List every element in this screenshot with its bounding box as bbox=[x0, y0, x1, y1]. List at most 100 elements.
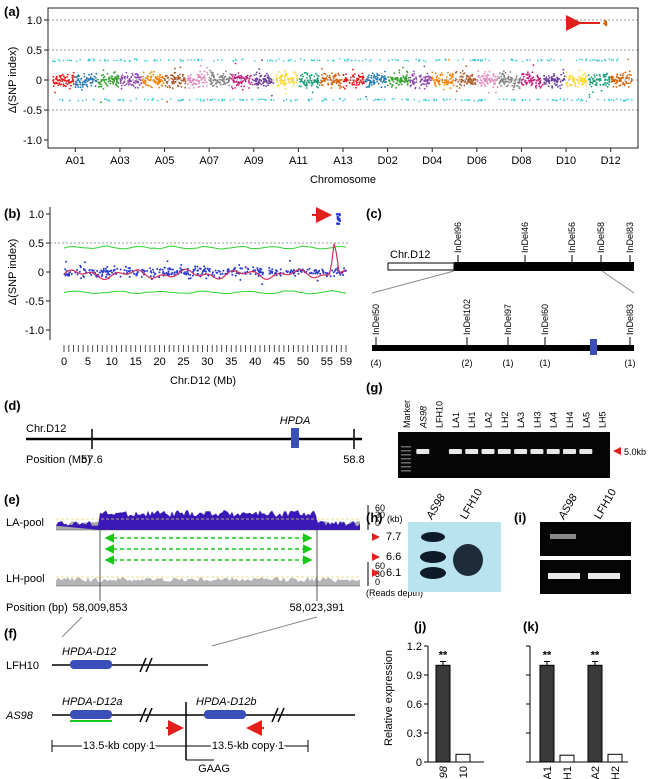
panel-a-threshold-point bbox=[480, 100, 482, 102]
panel-d-label: (d) bbox=[4, 398, 21, 413]
panel-a-snp-point bbox=[137, 80, 140, 83]
panel-b-snp-point bbox=[82, 275, 85, 277]
panel-a-snp-point bbox=[407, 79, 409, 82]
panel-a-snp-point bbox=[294, 71, 297, 73]
panel-a-snp-point bbox=[513, 84, 516, 87]
panel-a-snp-point bbox=[186, 83, 189, 86]
panel-a-snp-point bbox=[84, 81, 87, 84]
panel-a-snp-point bbox=[366, 79, 368, 81]
panel-a-threshold-point bbox=[211, 98, 214, 101]
panel-a-snp-point bbox=[513, 80, 516, 82]
panel-a-snp-point bbox=[171, 74, 174, 77]
panel-a-snp-point bbox=[114, 76, 117, 79]
panel-a-snp-point bbox=[156, 75, 159, 78]
panel-a-snp-point bbox=[83, 80, 86, 82]
panel-b-snp-point bbox=[196, 269, 199, 272]
panel-a-snp-point bbox=[576, 86, 579, 88]
panel-a-snp-point bbox=[449, 87, 452, 89]
panel-a-xtick-label: A13 bbox=[333, 155, 353, 167]
panel-k-bar bbox=[539, 664, 555, 763]
panel-b-snp-point bbox=[113, 265, 116, 268]
panel-a-threshold-point bbox=[513, 99, 516, 102]
panel-b-snp-point bbox=[206, 267, 209, 270]
panel-a-snp-point bbox=[323, 80, 326, 83]
panel-a-snp-point bbox=[460, 81, 463, 84]
panel-b-snp-point bbox=[152, 268, 154, 271]
panel-a-snp-point bbox=[591, 82, 594, 85]
panel-a-snp-point bbox=[454, 79, 457, 82]
panel-a-snp-point bbox=[270, 78, 273, 81]
panel-b-peak-point bbox=[335, 213, 339, 216]
panel-b-snp-point bbox=[254, 273, 257, 276]
panel-a-snp-point bbox=[528, 73, 530, 75]
panel-a-snp-point bbox=[79, 83, 82, 86]
panel-a-snp-point bbox=[161, 75, 164, 78]
panel-a-snp-point bbox=[317, 86, 319, 89]
panel-a-threshold-point bbox=[506, 98, 508, 101]
panel-a-threshold-point bbox=[266, 60, 269, 62]
panel-a-threshold-point bbox=[153, 59, 156, 62]
panel-a-snp-point bbox=[544, 83, 547, 85]
panel-a-snp-point bbox=[372, 81, 375, 84]
panel-c-count: (1) bbox=[540, 358, 551, 368]
panel-a-threshold-point bbox=[177, 99, 180, 101]
panel-a-snp-point bbox=[535, 84, 538, 87]
panel-a-snp-point bbox=[599, 77, 602, 80]
panel-a-threshold-point bbox=[616, 59, 618, 62]
panel-a-threshold-point bbox=[147, 98, 149, 101]
panel-a-snp-point bbox=[576, 78, 579, 81]
panel-a-threshold-point bbox=[378, 99, 380, 101]
panel-a-threshold-point bbox=[461, 99, 463, 102]
panel-a-snp-point bbox=[134, 82, 137, 84]
panel-a-threshold-point bbox=[610, 59, 613, 61]
panel-a-snp-point bbox=[406, 82, 409, 84]
panel-a-snp-point bbox=[264, 78, 267, 81]
panel-a-snp-point bbox=[582, 82, 584, 85]
panel-a-threshold-point bbox=[263, 98, 265, 101]
panel-a-threshold-point bbox=[278, 58, 280, 60]
panel-a-threshold-point bbox=[603, 99, 606, 101]
panel-a-snp-point bbox=[582, 83, 584, 86]
panel-a-snp-point bbox=[72, 83, 75, 85]
panel-a-snp-point bbox=[458, 79, 461, 81]
panel-j-ytick-label: 0.6 bbox=[407, 699, 422, 711]
panel-a-threshold-point bbox=[553, 59, 555, 62]
panel-a-snp-point bbox=[271, 94, 273, 97]
panel-a-snp-point bbox=[511, 77, 513, 80]
panel-a-xtick-label: D06 bbox=[467, 155, 487, 167]
panel-a-threshold-point bbox=[358, 59, 360, 62]
panel-a-threshold-point bbox=[512, 98, 515, 101]
panel-a-threshold-point bbox=[473, 59, 476, 62]
panel-a-snp-point bbox=[337, 72, 340, 75]
panel-a-snp-point bbox=[311, 91, 314, 94]
panel-a-threshold-point bbox=[203, 99, 205, 102]
panel-a-snp-point bbox=[79, 86, 82, 89]
panel-a-snp-point bbox=[171, 82, 174, 85]
panel-a-snp-point bbox=[203, 79, 206, 82]
panel-a-snp-point bbox=[504, 81, 507, 83]
panel-e-pos-end: 58,023,391 bbox=[289, 602, 344, 614]
panel-a-snp-point bbox=[456, 85, 458, 88]
panel-a-snp-point bbox=[117, 77, 120, 80]
panel-a-snp-point bbox=[240, 81, 243, 84]
panel-a-snp-point bbox=[520, 81, 523, 84]
panel-a-snp-point bbox=[318, 84, 321, 86]
panel-b-snp-point bbox=[205, 277, 208, 280]
panel-a-snp-point bbox=[479, 77, 481, 79]
panel-b-xtick-label: 50 bbox=[297, 356, 309, 368]
panel-a-threshold-point bbox=[344, 98, 346, 101]
panel-a-snp-point bbox=[53, 82, 56, 84]
panel-a-snp-point bbox=[515, 77, 518, 80]
panel-a-snp-point bbox=[492, 86, 495, 89]
panel-a-snp-point bbox=[569, 78, 571, 80]
panel-a-snp-point bbox=[250, 74, 252, 77]
panel-g-ladder-band bbox=[401, 454, 411, 456]
panel-a-threshold-point bbox=[374, 98, 377, 101]
panel-a-snp-point bbox=[248, 80, 250, 82]
panel-k-xtick-label: LA2 bbox=[590, 766, 602, 779]
panel-a-threshold-point bbox=[61, 99, 64, 102]
panel-a-snp-point bbox=[332, 80, 335, 83]
panel-a-snp-point bbox=[626, 77, 629, 79]
panel-a-snp-point bbox=[584, 77, 587, 80]
panel-a-snp-point bbox=[494, 78, 496, 81]
